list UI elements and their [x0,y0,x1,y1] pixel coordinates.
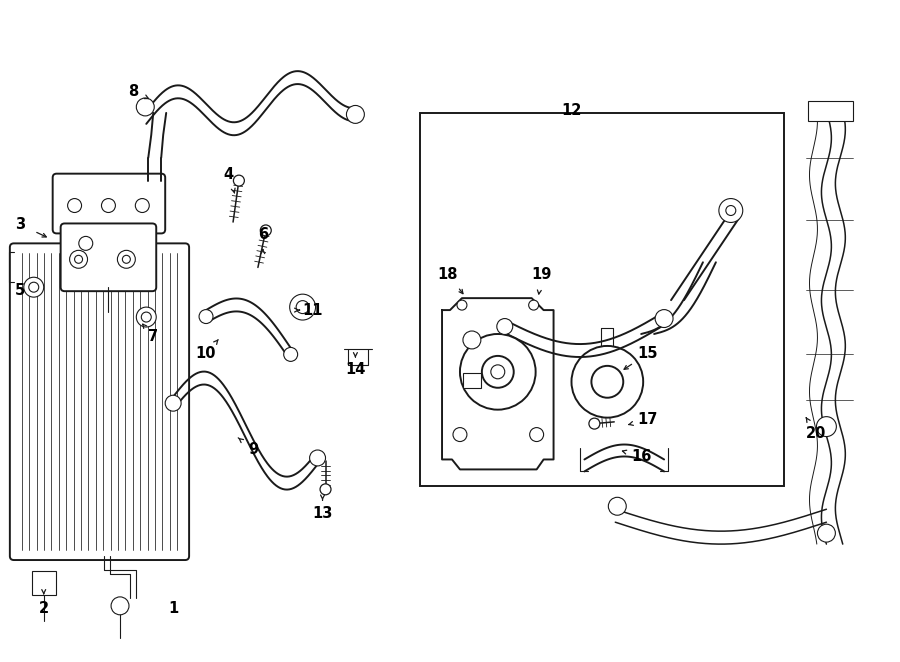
Circle shape [608,497,626,515]
Text: 16: 16 [631,449,652,464]
Circle shape [117,250,135,268]
Circle shape [816,416,836,436]
Circle shape [141,312,151,322]
Circle shape [122,256,130,263]
Circle shape [135,199,149,213]
Text: 10: 10 [196,346,216,361]
Circle shape [457,300,467,310]
Text: 12: 12 [562,103,581,118]
Circle shape [290,294,316,320]
Circle shape [346,105,364,123]
Circle shape [320,484,331,495]
Bar [32,571,56,595]
Circle shape [497,318,513,334]
Text: 2: 2 [39,601,49,616]
Circle shape [460,334,536,410]
Circle shape [69,250,87,268]
Text: 3: 3 [14,217,25,232]
Circle shape [482,356,514,388]
FancyBboxPatch shape [60,224,157,291]
Text: 13: 13 [312,506,333,521]
Circle shape [68,199,82,213]
Text: 4: 4 [224,167,234,182]
FancyBboxPatch shape [10,244,189,560]
Circle shape [591,366,624,398]
Circle shape [136,307,157,327]
Circle shape [23,277,44,297]
FancyBboxPatch shape [53,173,166,234]
Circle shape [233,175,245,186]
Circle shape [530,428,544,442]
Bar [463,373,481,388]
Circle shape [491,365,505,379]
Circle shape [453,428,467,442]
Circle shape [79,236,93,250]
Circle shape [75,256,83,263]
Circle shape [572,346,644,418]
Text: 9: 9 [248,442,258,457]
Text: 5: 5 [14,283,25,298]
Circle shape [296,301,309,314]
Circle shape [528,300,538,310]
Text: 14: 14 [346,362,365,377]
Circle shape [111,597,129,615]
Text: 20: 20 [806,426,826,441]
Text: 7: 7 [148,330,158,344]
Circle shape [719,199,742,222]
Text: 8: 8 [128,83,139,99]
Circle shape [310,450,326,466]
Bar [808,101,853,121]
Circle shape [102,199,115,213]
Circle shape [166,395,181,411]
Text: 1: 1 [168,601,178,616]
Text: 19: 19 [531,267,552,282]
Circle shape [655,310,673,328]
Circle shape [284,348,298,361]
Circle shape [260,225,271,236]
Circle shape [136,98,154,116]
Text: 17: 17 [637,412,657,427]
Circle shape [463,331,481,349]
Circle shape [725,205,736,216]
Text: 6: 6 [257,227,268,242]
Bar [420,113,784,487]
Text: 15: 15 [637,346,657,361]
Circle shape [817,524,835,542]
Text: 11: 11 [302,303,323,318]
Circle shape [199,310,213,324]
Text: 18: 18 [437,267,458,282]
Circle shape [29,282,39,292]
Circle shape [589,418,600,429]
